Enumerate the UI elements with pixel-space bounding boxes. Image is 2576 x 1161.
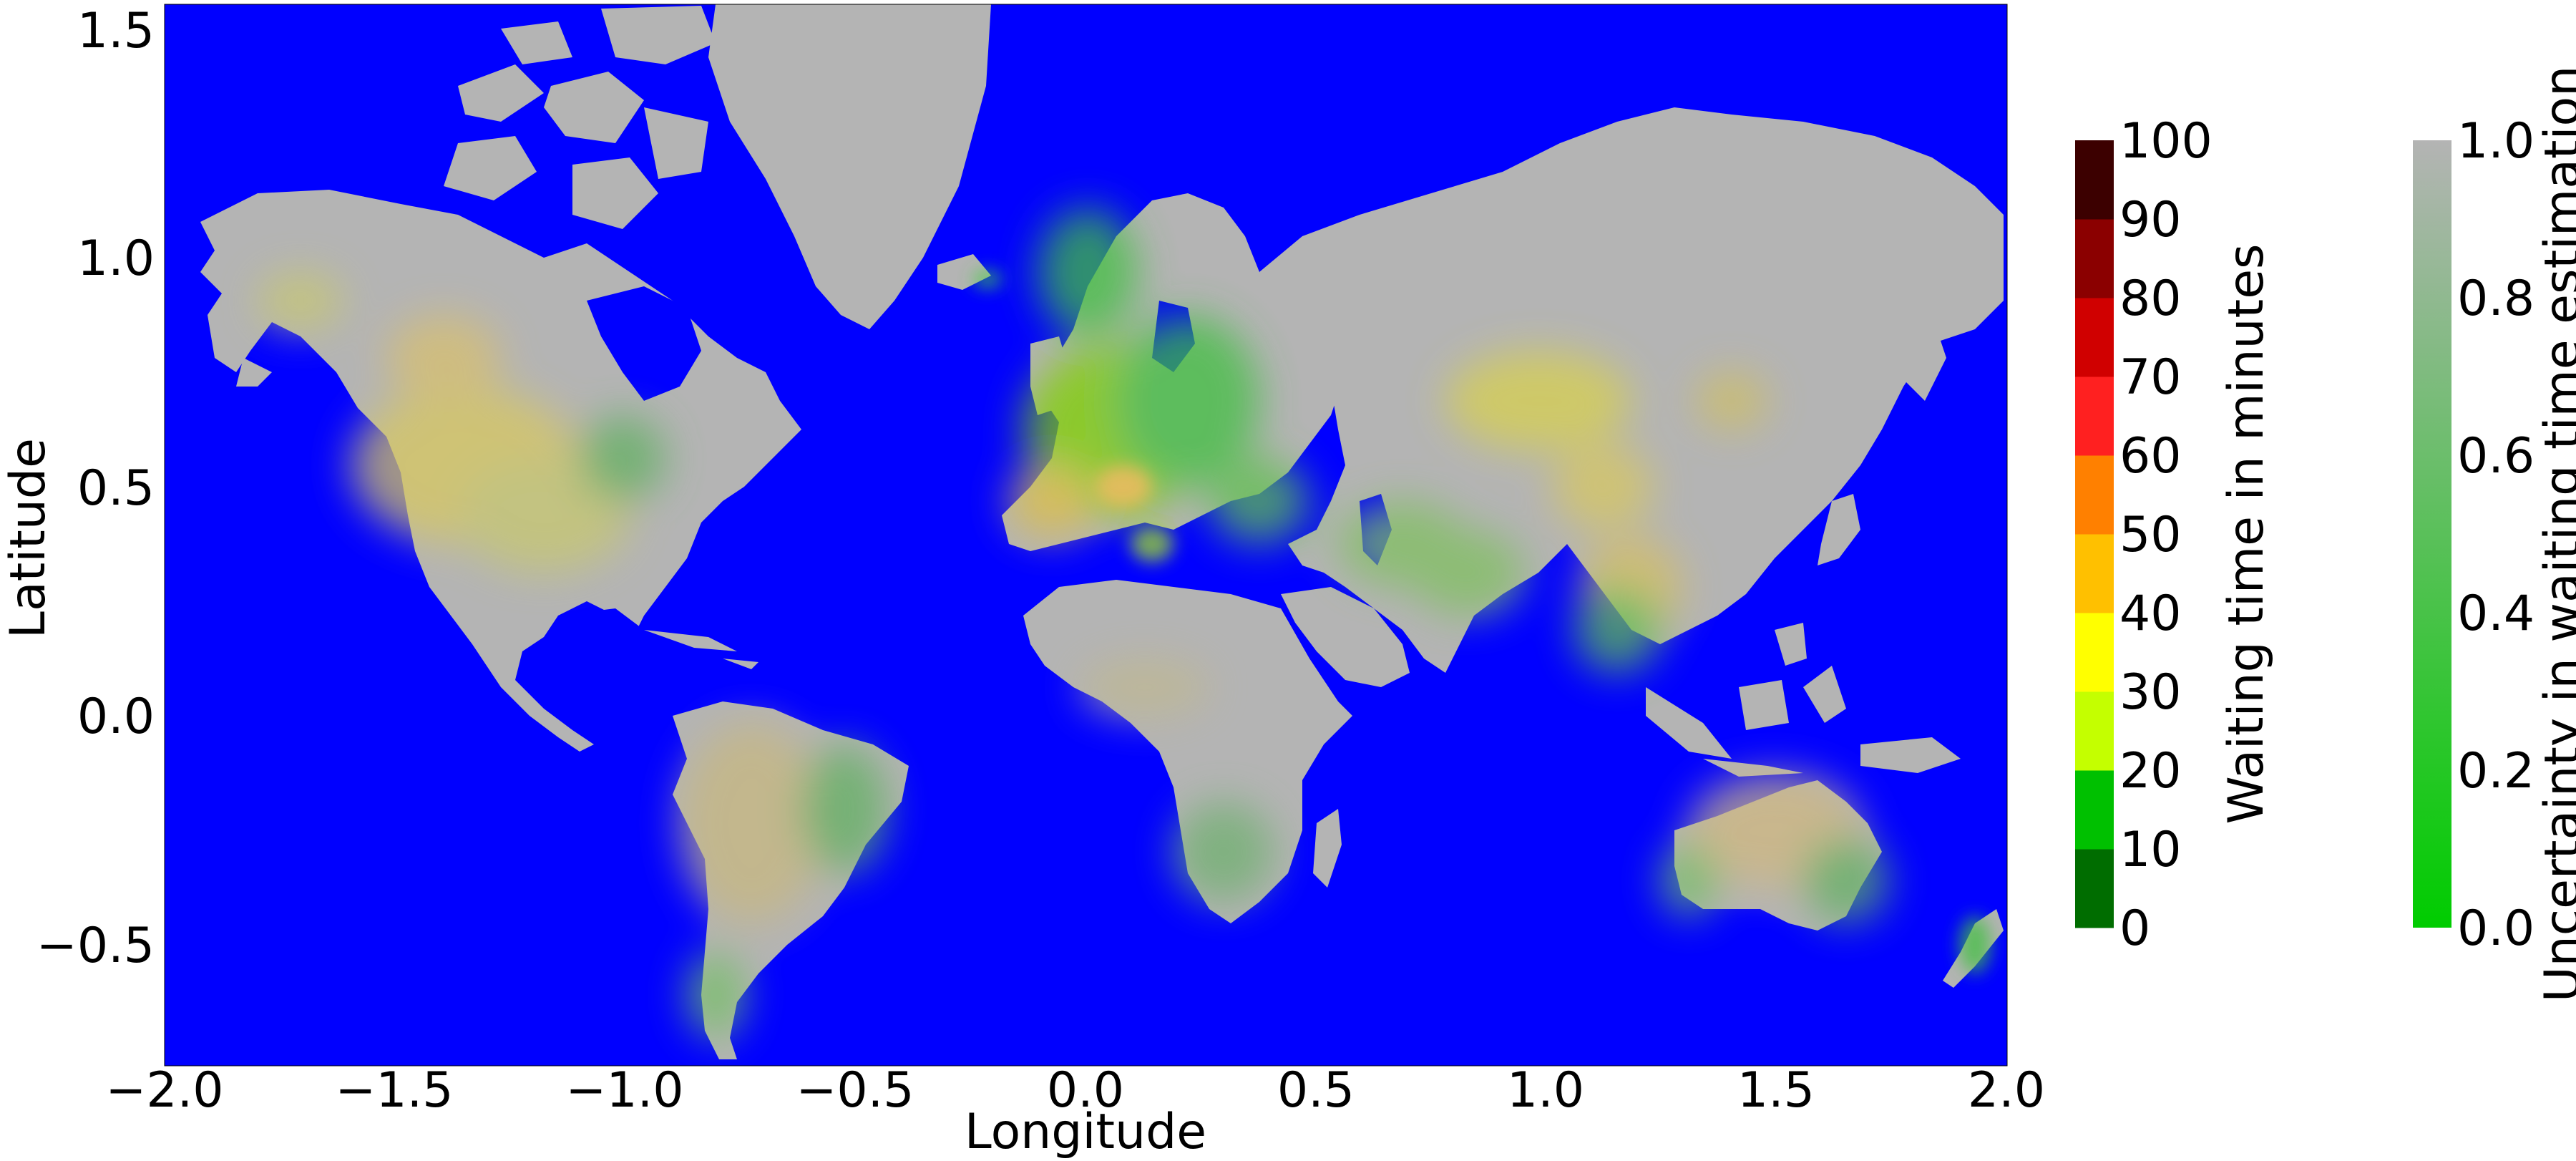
uncertainty-colorbar: 1.0 0.8 0.6 0.4 0.2 0.0 Uncertainty in waitin… xyxy=(2413,66,2576,1002)
y-axis-ticks: 1.5 1.0 0.5 0.0 −0.5 xyxy=(36,3,155,974)
x-tick-label: 1.5 xyxy=(1737,1062,1815,1119)
uncertainty-tick-label: 0.0 xyxy=(2457,900,2534,957)
uncertainty-tick-label: 0.6 xyxy=(2457,428,2534,485)
y-tick-label: 0.5 xyxy=(77,460,155,517)
waiting-tick-label: 70 xyxy=(2119,349,2182,406)
waiting-time-overlay xyxy=(258,208,1991,1038)
x-axis-title: Longitude xyxy=(965,1104,1206,1160)
x-tick-label: −1.0 xyxy=(565,1062,683,1119)
landmass-arabia xyxy=(1281,587,1410,687)
gulf-of-mexico xyxy=(551,608,644,687)
colorbar-segment xyxy=(2075,377,2114,456)
colorbar-segment xyxy=(2075,140,2114,220)
y-tick-label: 1.5 xyxy=(77,3,155,59)
waiting-tick-label: 80 xyxy=(2119,271,2182,327)
y-axis-title: Latitude xyxy=(0,438,57,638)
waiting-tick-label: 60 xyxy=(2119,428,2182,485)
waiting-tick-label: 50 xyxy=(2119,507,2182,563)
x-tick-label: −2.0 xyxy=(105,1062,223,1119)
waiting-tick-label: 30 xyxy=(2119,664,2182,721)
y-tick-label: 1.0 xyxy=(77,230,155,287)
landmass-southeast-asia-islands xyxy=(1646,623,1961,777)
x-tick-label: −0.5 xyxy=(796,1062,914,1119)
colorbar-segment xyxy=(2075,298,2114,377)
uncertainty-tick-label: 0.8 xyxy=(2457,271,2534,327)
landmass-alaska-peninsula xyxy=(236,358,272,387)
hudson-bay xyxy=(587,286,701,401)
colorbar-segment xyxy=(2075,613,2114,692)
x-tick-label: 1.0 xyxy=(1507,1062,1584,1119)
x-tick-label: 2.0 xyxy=(1968,1062,2045,1119)
mediterranean-sea xyxy=(1045,544,1259,594)
uncertainty-tick-label: 0.4 xyxy=(2457,586,2534,642)
x-tick-label: 0.0 xyxy=(1047,1062,1124,1119)
landmass-arctic-islands xyxy=(444,6,801,229)
uncertainty-tick-labels: 1.0 0.8 0.6 0.4 0.2 0.0 xyxy=(2457,113,2534,957)
waiting-tick-label: 40 xyxy=(2119,586,2182,642)
landmass-madagascar xyxy=(1313,809,1342,888)
uncertainty-colorbar-title: Uncertainty in waiting time estimation xyxy=(2534,66,2576,1002)
y-tick-label: −0.5 xyxy=(36,918,155,974)
world-map xyxy=(165,4,2007,1066)
uncertainty-tick-label: 1.0 xyxy=(2457,113,2534,170)
uncertainty-tick-label: 0.2 xyxy=(2457,743,2534,800)
waiting-tick-label: 10 xyxy=(2119,822,2182,878)
x-tick-label: 0.5 xyxy=(1277,1062,1355,1119)
x-tick-label: −1.5 xyxy=(335,1062,453,1119)
map-frame xyxy=(164,4,2008,1067)
waiting-tick-label: 0 xyxy=(2119,900,2150,957)
waiting-tick-label: 20 xyxy=(2119,743,2182,800)
waiting-tick-label: 100 xyxy=(2119,113,2212,170)
x-axis-ticks: −2.0 −1.5 −1.0 −0.5 0.0 0.5 1.0 1.5 2.0 xyxy=(105,1062,2045,1119)
colorbar-segment xyxy=(2075,691,2114,771)
colorbar-segment xyxy=(2075,455,2114,535)
colorbar-segment xyxy=(2075,849,2114,928)
waiting-time-colorbar-title: Waiting time in minutes xyxy=(2218,244,2275,825)
waiting-tick-label: 90 xyxy=(2119,192,2182,248)
colorbar-segment xyxy=(2075,534,2114,613)
landmass-kamchatka xyxy=(1903,315,1946,401)
landmass-japan xyxy=(1818,494,1860,565)
uncertainty-gradient-bar xyxy=(2413,140,2451,928)
y-tick-label: 0.0 xyxy=(77,689,155,745)
colorbar-segment xyxy=(2075,770,2114,850)
colorbar-segment xyxy=(2075,219,2114,298)
landmass-caribbean xyxy=(644,630,758,669)
